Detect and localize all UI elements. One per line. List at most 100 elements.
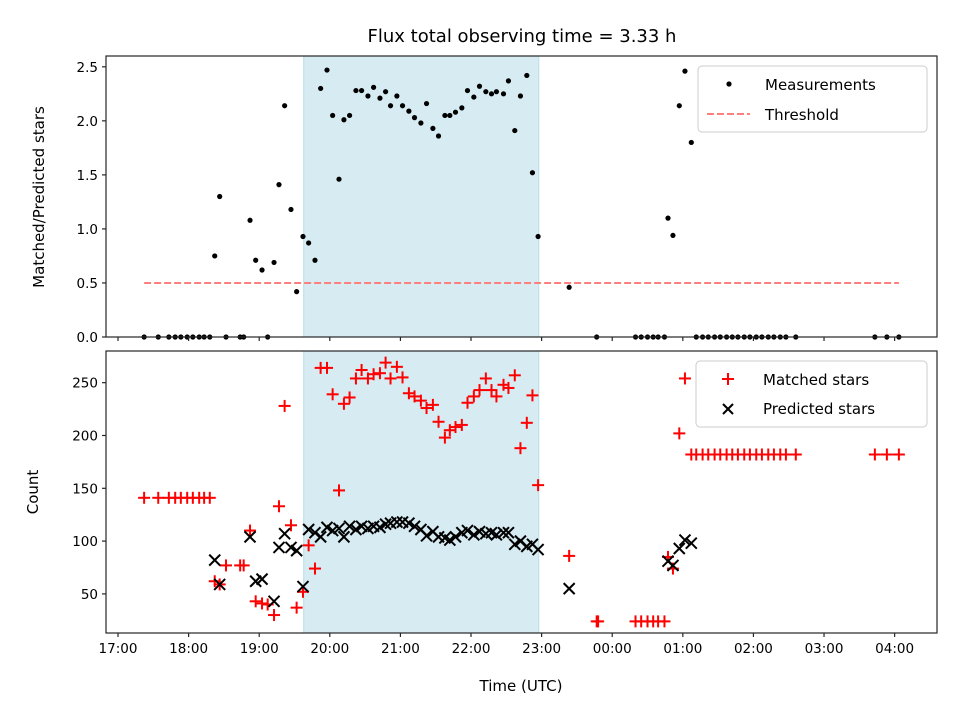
measurement-point [406, 108, 412, 114]
measurement-point [423, 100, 430, 107]
matched-stars-point [249, 595, 262, 608]
legend-matched-marker [722, 373, 734, 385]
predicted-stars-point [443, 533, 457, 547]
predicted-stars-point [267, 595, 281, 608]
top-axes-frame [105, 55, 938, 338]
matched-stars-point [880, 448, 893, 461]
measurement-point [452, 109, 459, 115]
measurement-point [517, 93, 524, 99]
y-tick-label: 50 [81, 587, 98, 603]
matched-stars-point [220, 559, 233, 572]
y-tick-label: 2.0 [77, 114, 98, 130]
predicted-stars-point [308, 526, 322, 539]
matched-stars-point [302, 539, 315, 552]
matched-stars-point [490, 390, 503, 403]
predicted-stars-point [497, 526, 510, 539]
measurement-point [676, 103, 682, 109]
matched-stars-point [563, 549, 576, 562]
measurement-point [300, 233, 306, 240]
matched-stars-point [673, 427, 686, 440]
predicted-stars-point [290, 544, 303, 557]
measurement-point [435, 133, 442, 139]
matched-stars-point [455, 418, 468, 431]
matched-stars-point [256, 597, 269, 610]
measurement-point [330, 112, 336, 119]
matched-stars-point [152, 491, 165, 504]
matched-stars-point [592, 615, 605, 628]
measurement-point [282, 103, 288, 109]
measurement-point [459, 105, 465, 111]
measurement-point [665, 215, 671, 221]
matched-stars-point [332, 484, 345, 497]
predicted-stars-point [502, 526, 515, 539]
top-y-ticks: 0.0 0.5 1.0 1.5 2.0 2.5 [77, 60, 106, 346]
measurement-point [447, 112, 453, 119]
predicted-stars-point [666, 559, 680, 572]
x-tick-label: 22:00 [452, 641, 491, 657]
chart-title: Flux total observing time = 3.33 h [368, 26, 677, 47]
legend-measurements-marker [726, 81, 732, 87]
measurement-point [493, 89, 500, 95]
measurement-point [382, 89, 389, 95]
matched-stars-point [520, 416, 533, 429]
predicted-stars-point [255, 572, 269, 586]
x-tick-label: 23:00 [522, 641, 561, 657]
top-panel: 0.0 0.5 1.0 1.5 2.0 2.5 Matched/Predicted sta… [30, 55, 938, 346]
predicted-stars-point [461, 524, 474, 537]
predicted-stars-point [531, 543, 545, 556]
x-tick-label: 20:00 [310, 641, 349, 657]
matched-stars-point [237, 559, 250, 572]
x-tick-label: 02:00 [734, 641, 773, 657]
matched-stars-point [308, 562, 321, 575]
measurement-point [253, 257, 259, 263]
y-tick-label: 0.5 [77, 276, 98, 292]
x-tick-label: 00:00 [593, 641, 632, 657]
top-y-axis-label: Matched/Predicted stars [30, 106, 48, 288]
y-tick-label: 1.5 [77, 168, 98, 184]
measurement-point [471, 94, 477, 100]
matched-stars-point [789, 448, 802, 461]
matched-stars-point [268, 609, 281, 622]
x-tick-label: 03:00 [805, 641, 844, 657]
matched-stars-point [426, 398, 439, 411]
predicted-stars-point [343, 520, 356, 533]
measurement-point [365, 93, 371, 99]
predicted-stars-point [296, 580, 310, 593]
measurement-point [259, 267, 265, 273]
legend-measurements-label: Measurements [765, 76, 876, 94]
predicted-stars-point [349, 523, 363, 536]
measurement-point [399, 103, 406, 109]
predicted-stars-point [320, 521, 334, 534]
measurement-point [271, 259, 277, 266]
matched-stars-point [526, 389, 539, 402]
measurement-point [411, 115, 418, 121]
matched-stars-point [390, 360, 403, 373]
measurement-point [418, 120, 424, 126]
measurement-point [670, 232, 676, 239]
matched-stars-point [502, 381, 515, 394]
matched-stars-point [485, 384, 498, 397]
matched-stars-point [284, 519, 297, 532]
predicted-stars-point [208, 553, 221, 567]
predicted-stars-point [467, 528, 481, 541]
predicted-stars-point [449, 530, 462, 544]
measurement-point [512, 127, 518, 134]
measurement-point [394, 93, 400, 99]
predicted-stars-point [213, 578, 226, 591]
measurement-point [535, 233, 541, 240]
predicted-stars-point [490, 528, 503, 541]
measurement-point [500, 91, 507, 97]
measurement-point [247, 217, 253, 223]
y-tick-label: 200 [72, 428, 98, 444]
y-tick-label: 1.0 [77, 222, 98, 238]
matched-stars-point [414, 394, 427, 407]
x-tick-label: 21:00 [381, 641, 420, 657]
predicted-stars-point [302, 523, 315, 536]
measurement-point [377, 95, 383, 101]
legend-predicted-marker [722, 403, 734, 415]
matched-stars-point [384, 372, 397, 385]
legend-matched-label: Matched stars [763, 371, 869, 389]
measurement-point [488, 91, 495, 97]
y-tick-label: 250 [72, 376, 98, 392]
